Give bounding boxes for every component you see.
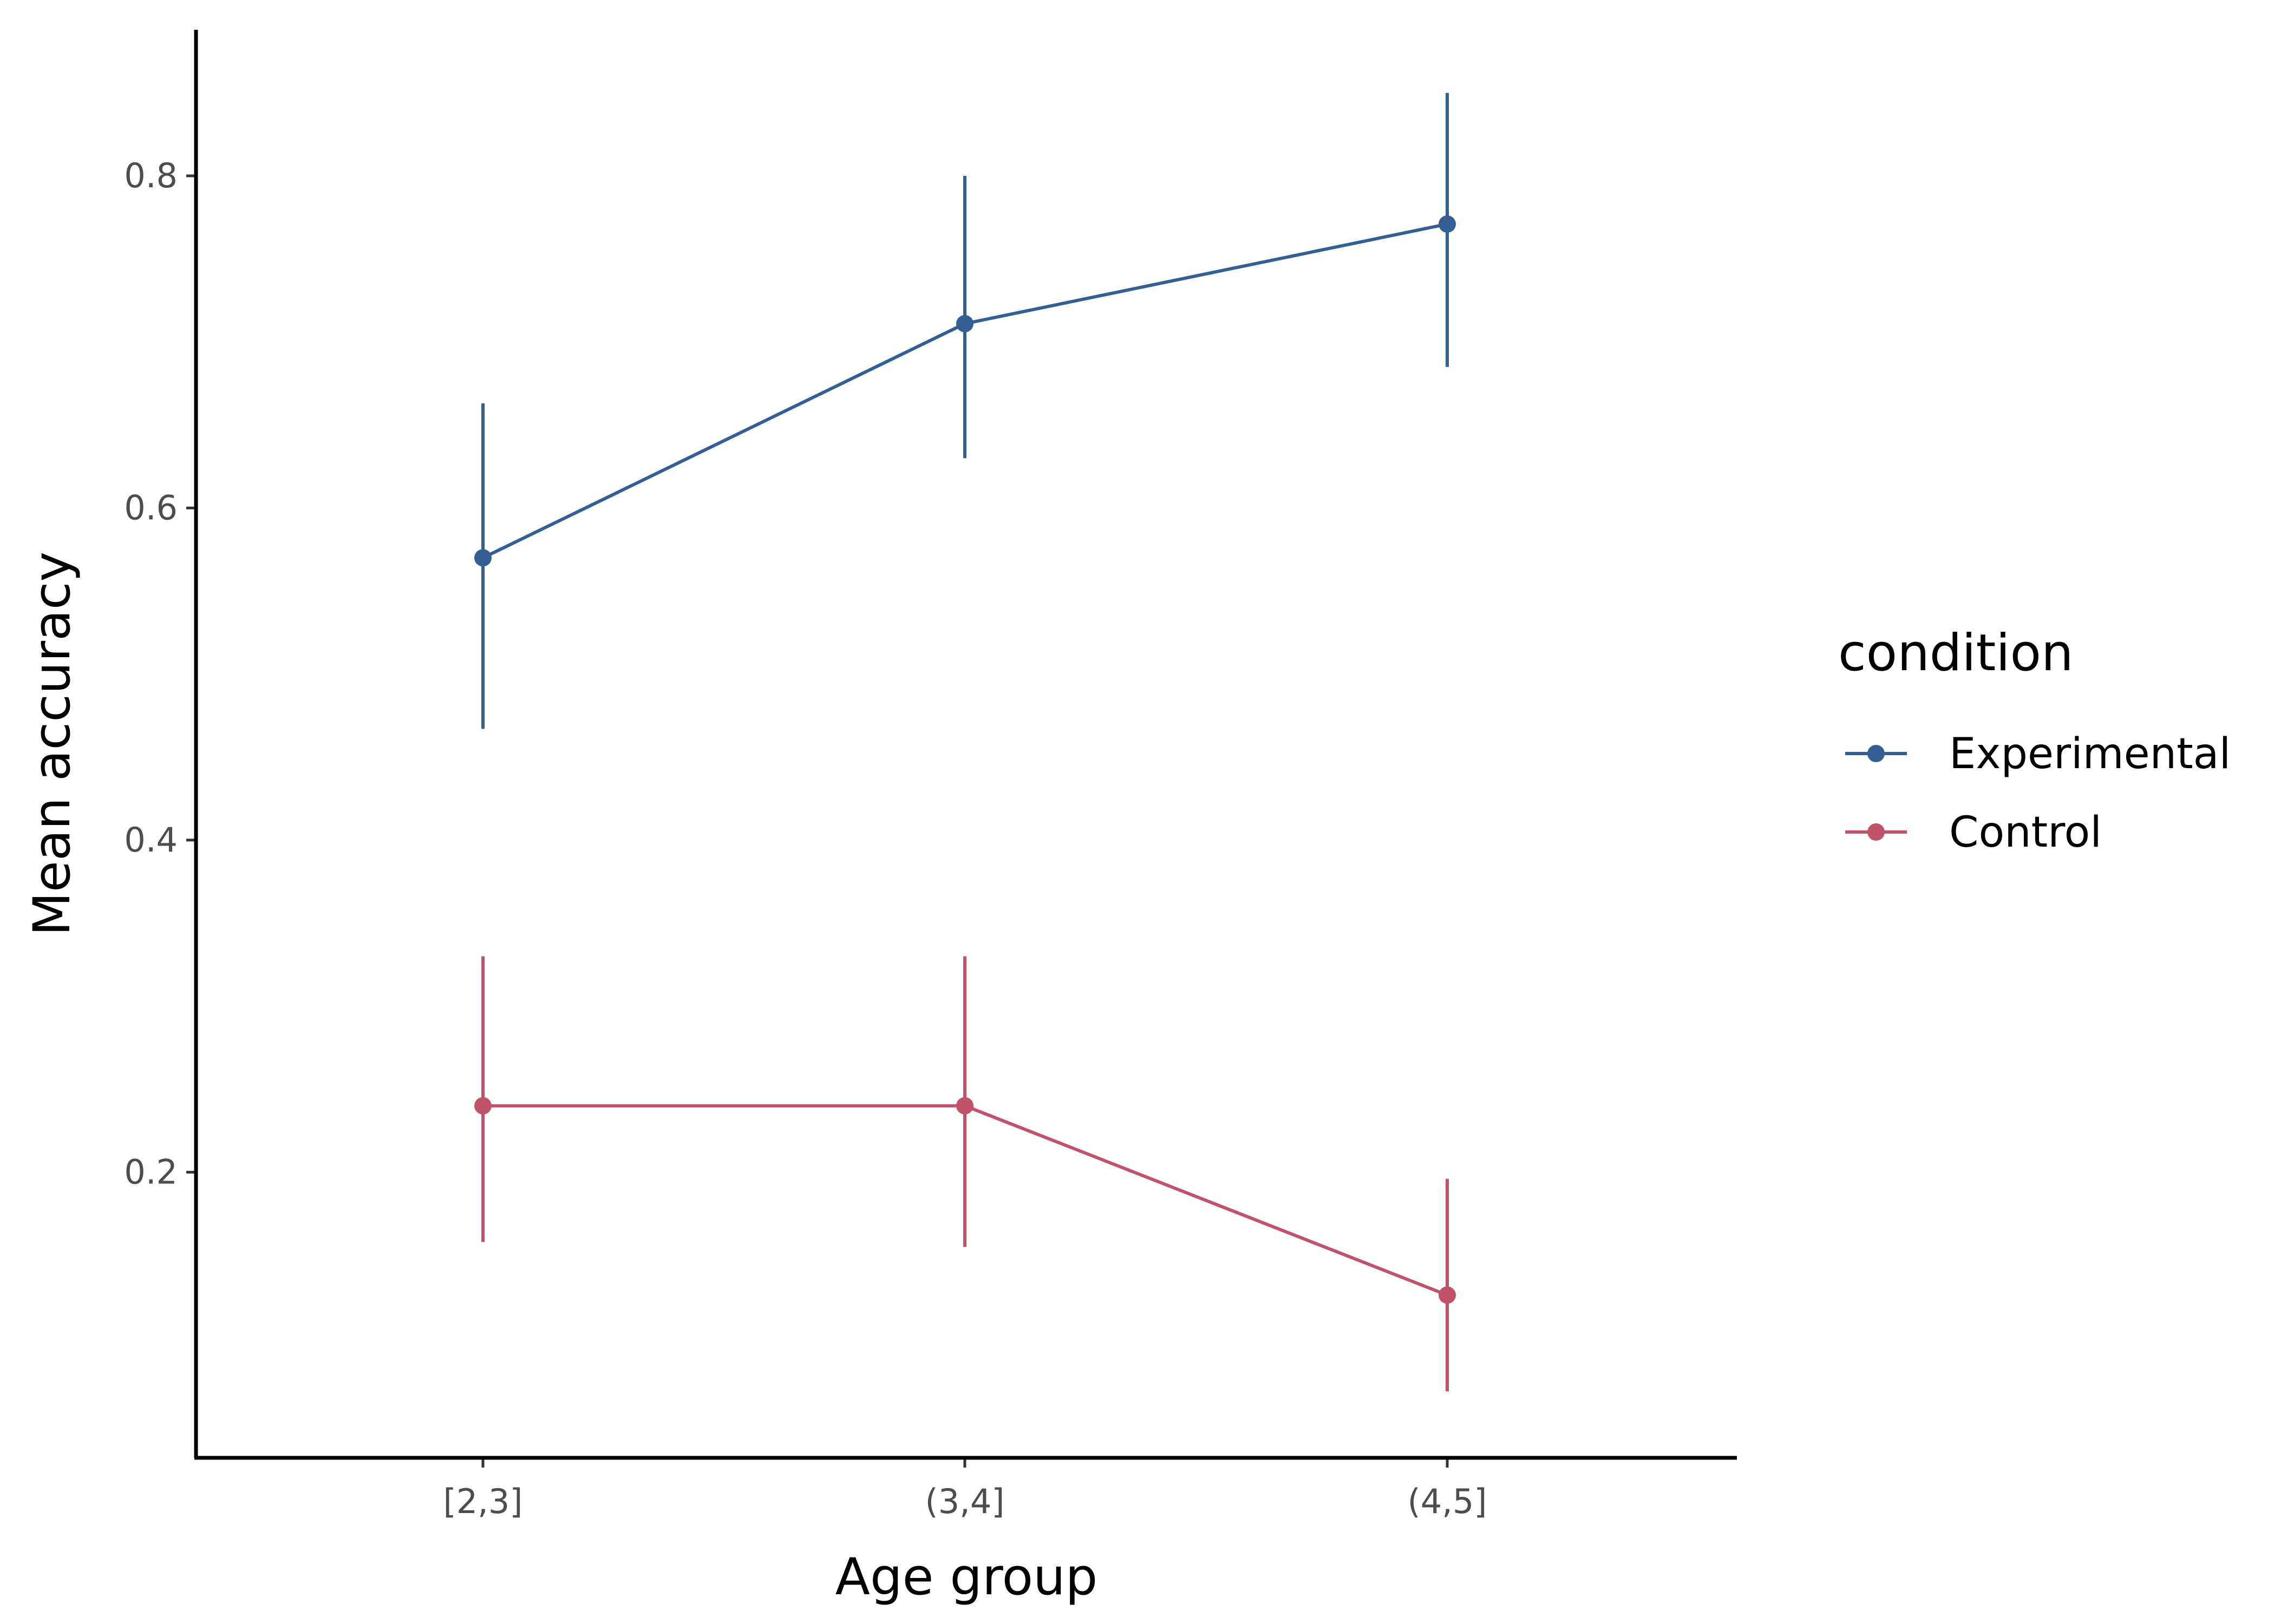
x-axis-title: Age group [835,1548,1098,1607]
y-tick-label: 0.2 [124,1152,178,1191]
y-axis-title: Mean accuracy [23,552,82,936]
series-layer [474,93,1456,1392]
x-tick-label: (3,4] [925,1482,1005,1521]
x-tick-label: (4,5] [1408,1482,1487,1521]
legend: condition Experimental Control [1838,624,2231,857]
legend-label: Control [1949,808,2102,857]
data-point [474,1097,492,1115]
legend-item-experimental: Experimental [1845,730,2231,778]
data-point [956,315,973,332]
series-experimental [474,93,1456,729]
legend-key-point [1867,823,1885,841]
data-point [1439,1286,1456,1304]
legend-label: Experimental [1949,730,2231,778]
data-point [1439,215,1456,233]
data-point [474,549,492,567]
y-tick-label: 0.8 [124,156,178,195]
y-axis-ticks: 0.2 0.4 0.6 0.8 [124,156,196,1191]
plot-area: 0.2 0.4 0.6 0.8 [2,3] (3,4] (4,5] [124,30,1737,1521]
series-control [474,956,1456,1392]
legend-key-point [1867,745,1885,762]
x-tick-label: [2,3] [443,1482,523,1521]
legend-item-control: Control [1845,808,2102,857]
y-tick-label: 0.4 [124,820,178,860]
legend-title: condition [1838,624,2074,683]
data-point [956,1097,973,1115]
x-axis-ticks: [2,3] (3,4] (4,5] [443,1458,1487,1521]
y-tick-label: 0.6 [124,488,178,527]
